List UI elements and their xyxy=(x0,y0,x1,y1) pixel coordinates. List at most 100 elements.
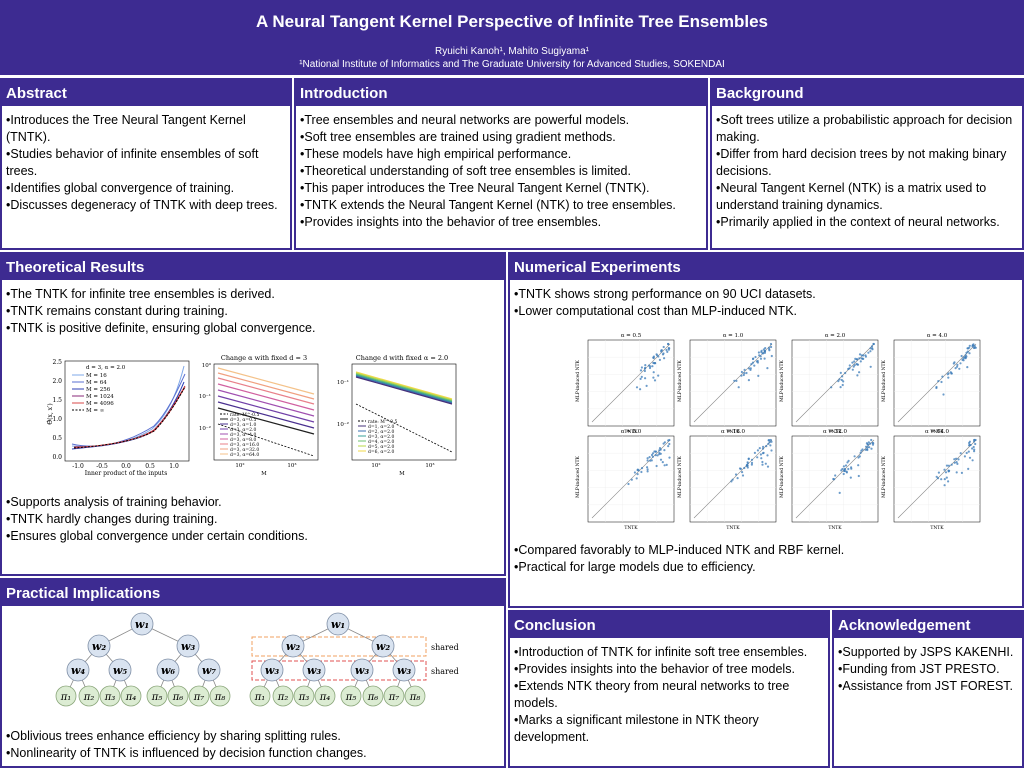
background-bullet: Neural Tangent Kernel (NTK) is a matrix … xyxy=(716,180,1018,214)
scatter-point xyxy=(973,450,976,453)
tree-node: w₃ xyxy=(181,640,195,653)
scatter-point xyxy=(653,362,657,365)
fig1-ytick: 0.5 xyxy=(52,435,62,442)
scatter-point xyxy=(747,379,750,382)
scatter-point xyxy=(972,346,976,350)
poster-header: A Neural Tangent Kernel Perspective of I… xyxy=(0,0,1024,75)
scatter-point xyxy=(954,367,957,370)
scatter-point xyxy=(965,355,968,358)
scatter-point xyxy=(751,357,755,361)
scatter-point xyxy=(757,374,760,377)
scatter-title: α = 8.0 xyxy=(621,429,642,435)
scatter-point xyxy=(749,367,752,370)
scatter-point xyxy=(942,393,945,396)
theory-bullet: TNTK remains constant during training. xyxy=(6,303,500,320)
scatter-point xyxy=(766,454,769,457)
abstract-panel: Abstract Introduces the Tree Neural Tang… xyxy=(0,78,292,250)
fig3-legend-item: d=4, α=2.0 xyxy=(368,439,394,445)
scatter-point xyxy=(740,374,743,377)
tree-node: w₆ xyxy=(161,664,175,677)
scatter-xlabel: TNTK xyxy=(726,525,740,531)
tree-leaf: π₃ xyxy=(298,692,310,703)
scatter-point xyxy=(866,443,869,446)
fig2-legend-item: rate: M^-0.5 xyxy=(230,411,259,418)
scatter-point xyxy=(758,447,761,450)
scatter-point xyxy=(966,366,969,369)
scatter-point xyxy=(849,476,852,479)
fig2-legend-item: d=3, α=8.0 xyxy=(230,437,256,443)
scatter-xlabel: TNTK xyxy=(726,429,740,435)
experiments-bullet: Practical for large models due to effici… xyxy=(514,559,844,576)
abstract-bullet: Identifies global convergence of trainin… xyxy=(6,180,286,197)
scatter-plot: α = 4.0 TNTK MLP-induced NTK xyxy=(881,333,981,435)
scatter-xlabel: TNTK xyxy=(828,429,842,435)
scatter-xlabel: TNTK xyxy=(930,525,944,531)
scatter-point xyxy=(869,365,872,368)
scatter-point xyxy=(870,447,873,450)
scatter-point xyxy=(740,370,743,374)
scatter-point xyxy=(847,459,850,462)
tree-leaf: π₅ xyxy=(345,692,357,703)
tree-node: w₃ xyxy=(355,664,369,677)
scatter-point xyxy=(935,475,938,478)
introduction-bullet: These models have high empirical perform… xyxy=(300,146,702,163)
scatter-point xyxy=(853,455,856,458)
fig2-title: Change α with fixed d = 3 xyxy=(221,354,307,362)
scatter-point xyxy=(766,465,770,468)
scatter-point xyxy=(868,446,871,449)
tree-node: w₄ xyxy=(71,664,85,677)
introduction-bullet: This paper introduces the Tree Neural Ta… xyxy=(300,180,702,197)
scatter-point xyxy=(956,365,959,368)
scatter-point xyxy=(955,457,958,460)
scatter-point xyxy=(662,345,665,349)
scatter-point xyxy=(646,459,649,462)
change-alpha-plot: Change α with fixed d = 3 10⁰ 10⁻¹ 10⁻² … xyxy=(199,354,319,477)
tree-node: w₅ xyxy=(113,664,127,677)
scatter-point xyxy=(760,457,763,460)
scatter-point xyxy=(646,468,649,471)
scatter-point xyxy=(956,363,959,366)
shared-label: shared xyxy=(431,667,459,676)
scatter-point xyxy=(656,454,659,457)
scatter-point xyxy=(651,452,655,455)
scatter-point xyxy=(762,445,765,448)
scatter-xlabel: TNTK xyxy=(624,429,638,435)
scatter-point xyxy=(730,480,733,483)
scatter-point xyxy=(652,356,655,360)
scatter-point xyxy=(947,480,950,483)
tree-leaf: π₁ xyxy=(60,692,72,703)
scatter-point xyxy=(770,440,773,443)
scatter-point xyxy=(646,466,649,469)
scatter-point xyxy=(870,345,874,348)
fig1-legend-item: M = 4096 xyxy=(86,401,114,407)
scatter-title: α = 64.0 xyxy=(925,429,950,435)
fig3-legend-item: d=3, α=2.0 xyxy=(368,434,394,440)
scatter-point xyxy=(639,369,643,372)
right-tree: w₁ w₂ w₂ w₃ w₃ w₃ w₃ xyxy=(260,612,416,682)
conclusion-bullet: Extends NTK theory from neural networks … xyxy=(514,678,824,712)
scatter-point xyxy=(750,458,754,461)
scatter-point xyxy=(640,375,643,378)
scatter-point xyxy=(768,439,771,442)
background-bullet: Soft trees utilize a probabilistic appro… xyxy=(716,112,1018,146)
scatter-point xyxy=(851,368,854,371)
scatter-point xyxy=(767,442,770,445)
experiments-bullet: Lower computational cost than MLP-induce… xyxy=(514,303,1018,320)
fig3-xlabel: M xyxy=(399,471,405,477)
scatter-point xyxy=(953,461,956,464)
theory-list-top: The TNTK for infinite tree ensembles is … xyxy=(2,280,504,337)
scatter-point xyxy=(769,342,773,346)
scatter-point xyxy=(668,442,671,446)
scatter-point xyxy=(747,457,750,460)
scatter-point xyxy=(640,467,644,470)
fig2-legend-item: d=3, α=32.0 xyxy=(230,447,259,453)
scatter-point xyxy=(644,364,647,367)
scatter-point xyxy=(961,358,964,361)
introduction-title: Introduction xyxy=(296,80,706,106)
scatter-point xyxy=(847,367,850,371)
scatter-point xyxy=(770,345,773,349)
scatter-point xyxy=(768,441,771,444)
scatter-point xyxy=(861,357,864,360)
scatter-point xyxy=(959,362,962,365)
